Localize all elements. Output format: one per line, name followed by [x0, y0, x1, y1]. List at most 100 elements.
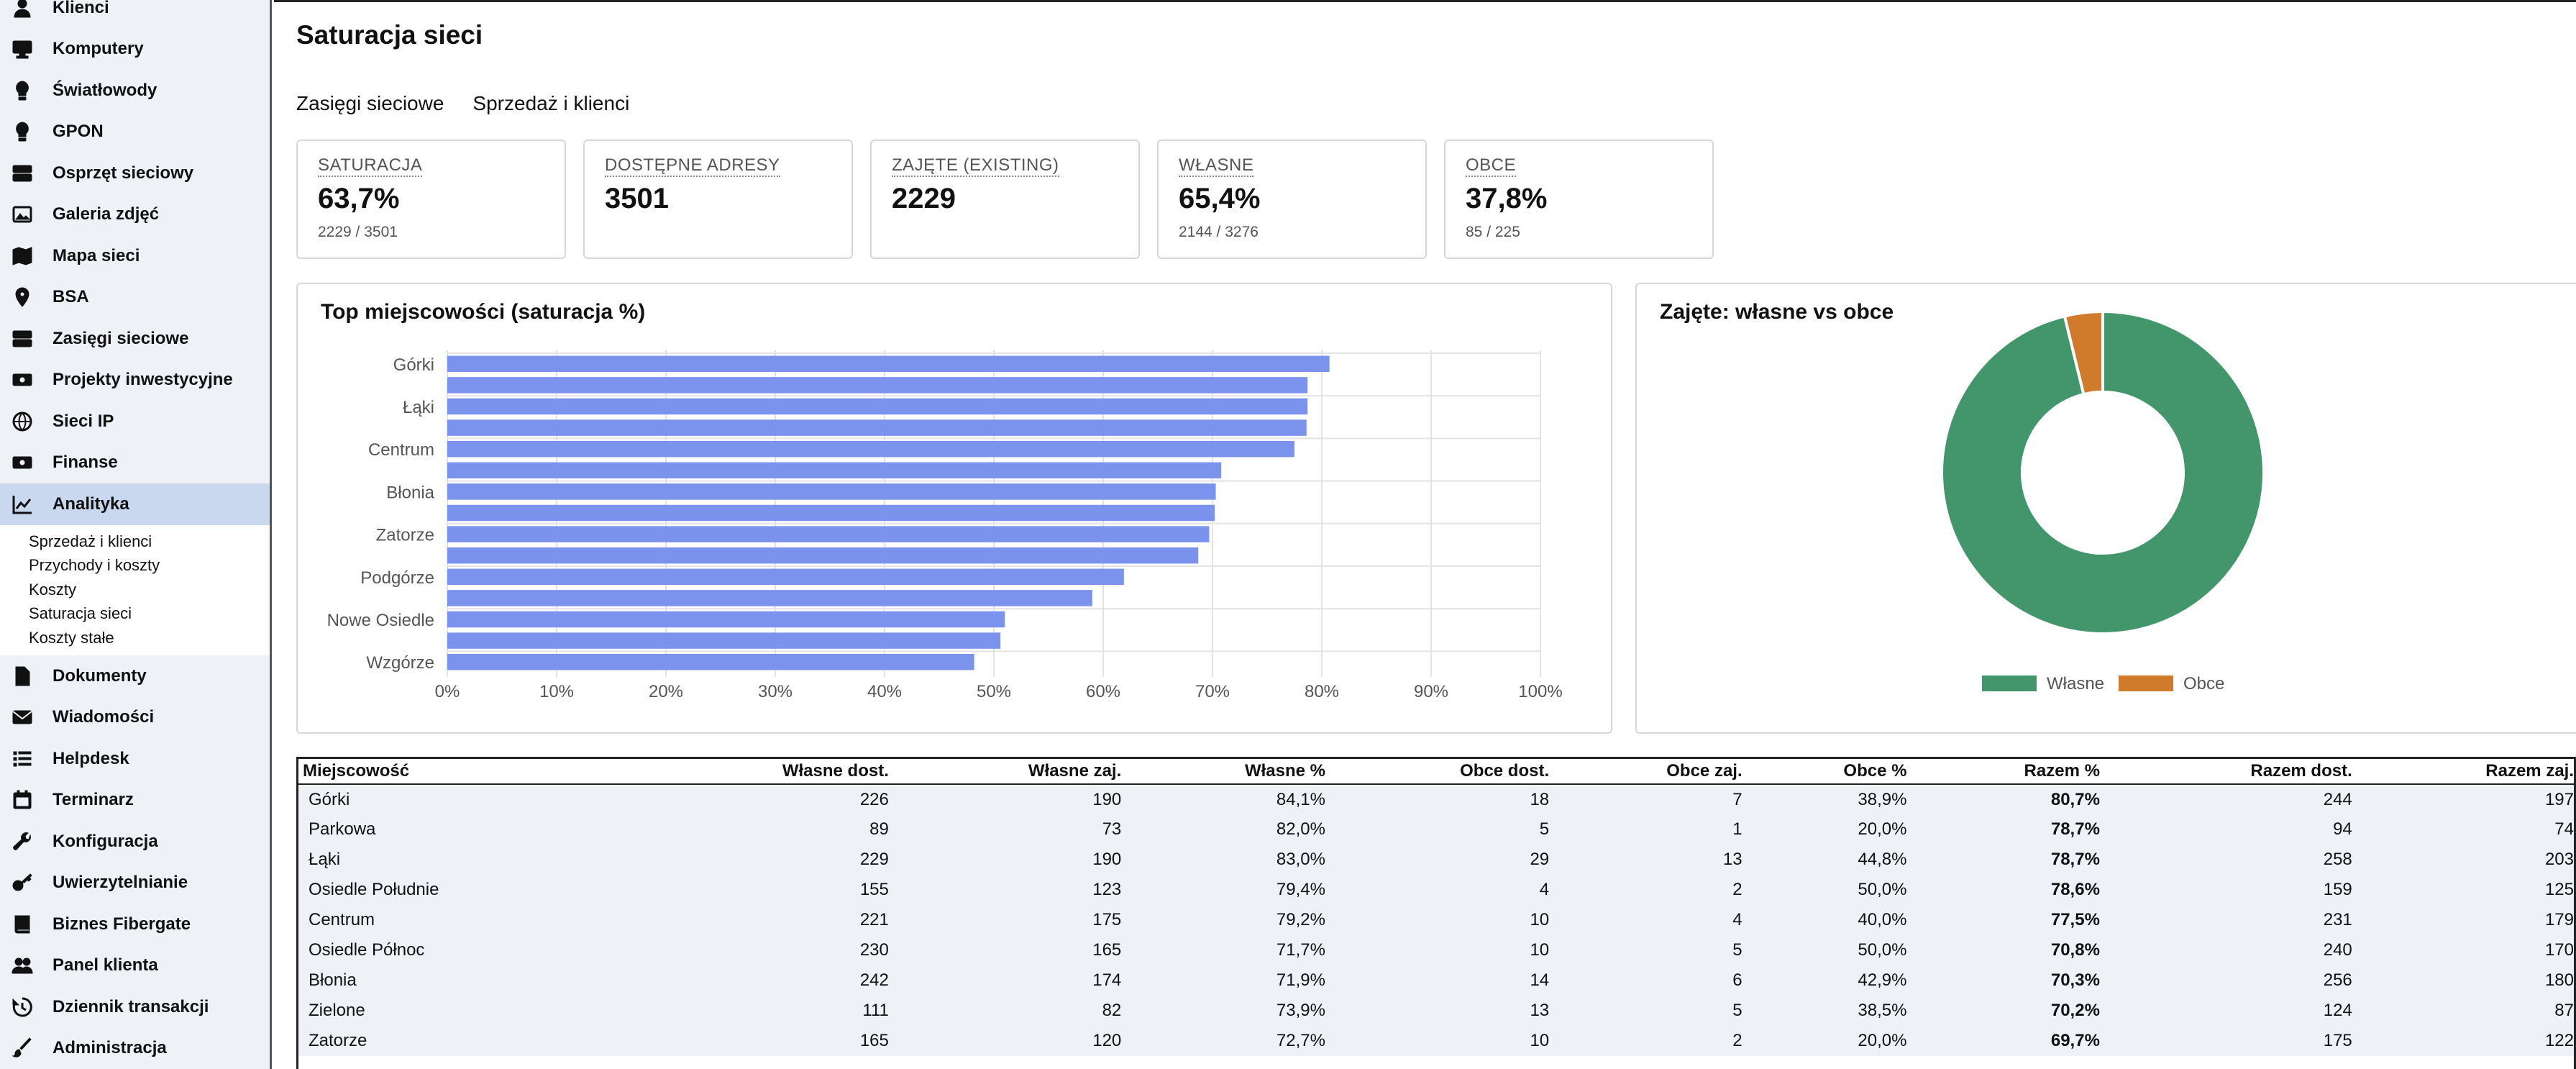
sidebar-item-osprzęt-sieciowy[interactable]: Osprzęt sieciowy — [0, 153, 270, 194]
sidebar-item-administracja[interactable]: Administracja — [0, 1028, 270, 1069]
bar-11 — [447, 590, 1092, 606]
sidebar-subitem[interactable]: Saturacja sieci — [29, 604, 132, 622]
column-header[interactable]: Obce dost. — [1329, 759, 1554, 785]
table-row: Łąki 229 190 83,0% 29 13 44,8% 78,7% 258 203 — [298, 845, 2574, 875]
page-title: Saturacja sieci — [296, 20, 483, 50]
table-cell: 70,2% — [1911, 996, 2104, 1026]
sidebar-item-zasięgi-sieciowe[interactable]: Zasięgi sieciowe — [0, 318, 270, 360]
sidebar: Klienci Komputery Światłowody GPON Osprzęt s… — [0, 0, 272, 1069]
kpi-value: 65,4% — [1179, 183, 1261, 214]
column-header[interactable]: Obce zaj. — [1553, 759, 1747, 785]
table-cell: 175 — [892, 905, 1126, 935]
table-cell: 42,9% — [1746, 965, 1912, 996]
sidebar-item-komputery[interactable]: Komputery — [0, 29, 270, 70]
sidebar-subitem[interactable]: Koszty stałe — [29, 628, 114, 647]
sidebar-item-bsa[interactable]: BSA — [0, 277, 270, 319]
x-tick-label: 0% — [435, 682, 460, 701]
sidebar-subitem[interactable]: Sprzedaż i klienci — [29, 532, 152, 550]
y-tick-label: Nowe Osiedle — [327, 611, 434, 630]
sidebar-item-biznes-fibergate[interactable]: Biznes Fibergate — [0, 904, 270, 945]
sidebar-item-sieci-ip[interactable]: Sieci IP — [0, 401, 270, 442]
kpi-label: Saturacja — [318, 155, 423, 177]
list-icon — [10, 748, 35, 770]
table-cell: 69,7% — [1911, 1026, 2104, 1056]
wrench-icon — [10, 831, 35, 852]
sidebar-item-label: Helpdesk — [52, 748, 129, 768]
legend-swatch-obce — [2119, 675, 2173, 691]
sidebar-subitem[interactable]: Przychody i koszty — [29, 556, 160, 574]
table-cell: 10 — [1329, 905, 1554, 935]
table-cell: 5 — [1329, 814, 1554, 845]
sidebar-item-klienci[interactable]: Klienci — [0, 0, 270, 29]
table-cell: 18 — [1329, 784, 1554, 814]
kpi-sub: 2144 / 3276 — [1179, 224, 1259, 240]
tab-sprzedaz-i-klienci[interactable]: Sprzedaż i klienci — [472, 92, 630, 114]
table-cell: 165 — [629, 1026, 893, 1056]
table-row: Osiedle Południe 155 123 79,4% 4 2 50,0% 78,6% 1… — [298, 875, 2574, 905]
pie-chart: Własne Obce — [1940, 309, 2265, 693]
tab-zasiegi-sieciowe[interactable]: Zasięgi sieciowe — [296, 92, 444, 114]
sidebar-item-label: Analityka — [52, 493, 129, 514]
sidebar-item-dokumenty[interactable]: Dokumenty — [0, 655, 270, 697]
sidebar-item-terminarz[interactable]: Terminarz — [0, 780, 270, 822]
bar-chart-title: Top miejscowości (saturacja %) — [321, 300, 646, 324]
sidebar-item-helpdesk[interactable]: Helpdesk — [0, 738, 270, 780]
table-cell: 226 — [629, 784, 893, 814]
column-header[interactable]: Własne zaj. — [892, 759, 1126, 785]
sidebar-item-label: Sieci IP — [52, 411, 114, 431]
x-tick-label: 90% — [1414, 682, 1448, 701]
sidebar-item-analityka[interactable]: Analityka — [0, 483, 270, 525]
sidebar-item-finanse[interactable]: Finanse — [0, 442, 270, 484]
sidebar-item-label: Światłowody — [52, 80, 157, 100]
bar-0 — [447, 355, 1330, 373]
column-header[interactable]: Własne % — [1125, 759, 1330, 785]
kpi-label: Własne — [1179, 155, 1254, 177]
users-icon — [10, 955, 35, 976]
table-cell: 38,9% — [1746, 784, 1912, 814]
table-cell: 258 — [2104, 845, 2357, 875]
column-header[interactable]: Razem dost. — [2104, 759, 2357, 785]
column-header[interactable]: Razem % — [1911, 759, 2104, 785]
table-cell: 159 — [2104, 875, 2357, 905]
column-header[interactable]: Miejscowość — [298, 759, 630, 785]
table-cell: Osiedle Północ — [298, 935, 630, 965]
column-header[interactable]: Własne dost. — [629, 759, 893, 785]
kpi-sub: 2229 / 3501 — [318, 224, 398, 240]
table-cell: 72,7% — [1125, 1026, 1330, 1056]
sidebar-item-projekty-inwestycyjne[interactable]: Projekty inwestycyjne — [0, 360, 270, 401]
sidebar-item-label: Komputery — [52, 39, 144, 59]
sidebar-item-galeria-zdjęć[interactable]: Galeria zdjęć — [0, 194, 270, 236]
sidebar-item-mapa-sieci[interactable]: Mapa sieci — [0, 235, 270, 277]
pie-slice-obce — [2063, 309, 2104, 396]
sidebar-item-wiadomości[interactable]: Wiadomości — [0, 697, 270, 739]
sidebar-item-uwierzytelnianie[interactable]: Uwierzytelnianie — [0, 863, 270, 904]
column-header[interactable]: Obce % — [1746, 759, 1912, 785]
table-cell: 80,7% — [1911, 784, 2104, 814]
map-pin-icon — [10, 286, 35, 308]
table-cell: 7 — [1553, 784, 1747, 814]
sidebar-subnav: Sprzedaż i klienci Przychody i koszty Kosz… — [0, 524, 270, 655]
table-cell: 83,0% — [1125, 845, 1330, 875]
table-cell: Błonia — [298, 965, 630, 996]
table-cell: 84,1% — [1125, 784, 1330, 814]
sidebar-item-dziennik-transakcji[interactable]: Dziennik transakcji — [0, 986, 270, 1028]
table-cell: 244 — [2104, 784, 2357, 814]
table-cell: 73 — [892, 814, 1126, 845]
document-icon — [10, 665, 35, 687]
sidebar-subitem[interactable]: Koszty — [29, 580, 77, 599]
sidebar-item-panel-klienta[interactable]: Panel klienta — [0, 945, 270, 987]
table-cell: 89 — [629, 814, 893, 845]
legend-label: Obce — [2183, 674, 2224, 693]
table-cell: 170 — [2356, 935, 2574, 965]
table-cell: 124 — [2104, 996, 2357, 1026]
globe-icon — [10, 411, 35, 432]
sidebar-item-konfiguracja[interactable]: Konfiguracja — [0, 821, 270, 863]
column-header[interactable]: Razem zaj. — [2356, 759, 2574, 785]
sidebar-item-gpon[interactable]: GPON — [0, 112, 270, 153]
y-tick-label: Błonia — [386, 483, 434, 502]
sidebar-nav: Klienci Komputery Światłowody GPON Osprzęt s… — [0, 0, 270, 525]
sidebar-item-światłowody[interactable]: Światłowody — [0, 70, 270, 112]
table-cell: 175 — [2104, 1026, 2357, 1056]
bar-12 — [447, 611, 1005, 628]
sidebar-item-label: Biznes Fibergate — [52, 914, 191, 934]
